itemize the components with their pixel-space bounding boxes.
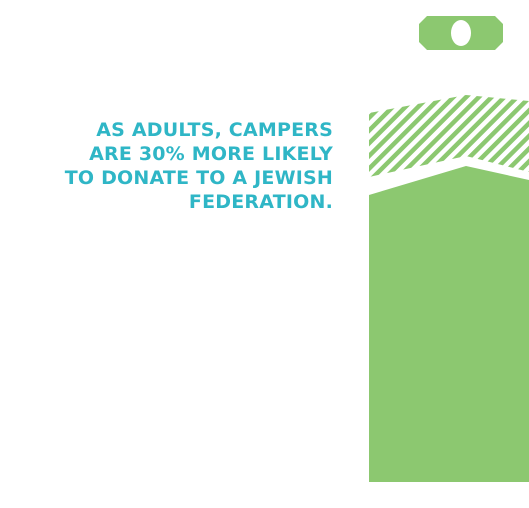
headline-statistic: AS ADULTS, CAMPERS ARE 30% MORE LIKELY T…: [65, 118, 333, 214]
headline-line-1: AS ADULTS, CAMPERS: [96, 119, 333, 141]
headline-line-2: ARE 30% MORE LIKELY: [89, 143, 333, 165]
headline-line-3: TO DONATE TO A JEWISH: [64, 167, 333, 189]
headline-line-4: FEDERATION.: [188, 191, 333, 213]
